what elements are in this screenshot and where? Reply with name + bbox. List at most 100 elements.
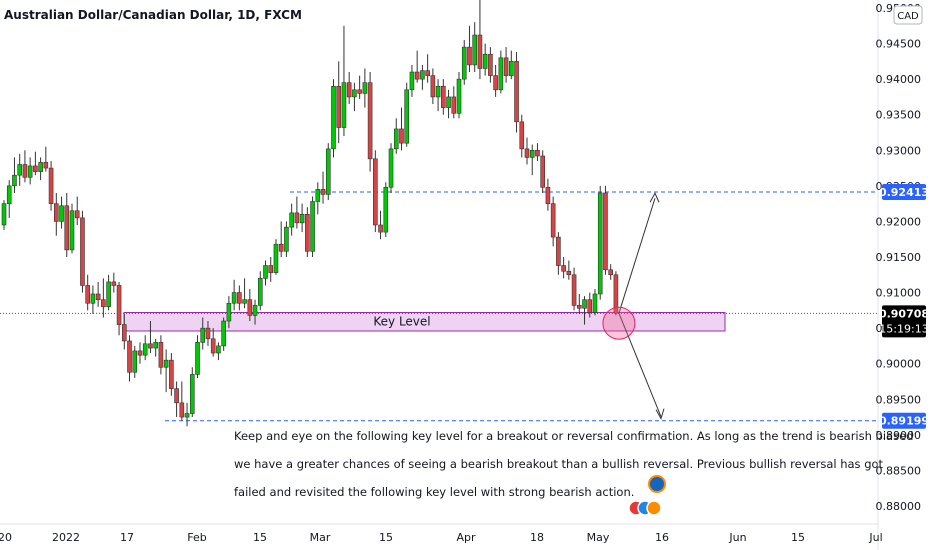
candle (6, 180, 12, 218)
candle (352, 82, 357, 112)
time-tick-label: 20 (0, 531, 12, 544)
candle (472, 22, 478, 73)
candle-body (435, 85, 441, 98)
candle (111, 272, 117, 293)
candle-body (195, 342, 200, 375)
candle-body (252, 305, 258, 316)
currency-badge-label: CAD (897, 11, 919, 22)
price-tick-label: 0.89500 (876, 393, 922, 406)
candle-body (571, 274, 577, 306)
candle (43, 146, 49, 172)
candle-body (613, 274, 619, 314)
candle (263, 260, 268, 286)
candle (341, 25, 347, 137)
candle-body (472, 34, 478, 66)
candle-body (556, 236, 561, 266)
candles (1, 0, 619, 427)
price-tick-label: 0.91000 (876, 287, 922, 300)
candle-body (514, 61, 519, 123)
candle-body (310, 201, 315, 252)
price-tick-label: 0.93500 (876, 109, 922, 122)
candle (540, 150, 545, 193)
candle-body (127, 340, 132, 373)
candle-body (582, 299, 587, 309)
candle-body (446, 96, 451, 108)
annotation-line: Keep and eye on the following key level … (234, 429, 913, 443)
price-tag-label: 0.89199 (879, 415, 929, 428)
candle (205, 321, 211, 346)
candle (252, 299, 258, 325)
candle-body (121, 324, 127, 342)
candle (608, 264, 613, 280)
candle (216, 342, 221, 361)
candle-body (247, 299, 253, 316)
candle (582, 296, 587, 325)
candle-body (284, 226, 289, 252)
candle-body (111, 281, 117, 286)
candle (477, 0, 483, 80)
annotation-text: Keep and eye on the following key level … (234, 429, 913, 499)
annotation-line: we have a greater chances of seeing a be… (234, 457, 884, 471)
candle (435, 79, 441, 112)
candle (399, 107, 404, 151)
candle-body (357, 89, 362, 94)
candle (12, 157, 17, 193)
candle (613, 271, 619, 316)
candle-body (393, 128, 399, 150)
candle (451, 86, 457, 119)
candle (404, 82, 410, 147)
candle (48, 160, 54, 211)
candle-body (414, 71, 420, 80)
price-tick-label: 0.88500 (876, 464, 922, 477)
candle (571, 267, 577, 311)
candle (169, 353, 174, 396)
candle-body (132, 350, 138, 373)
candle-body (216, 345, 221, 354)
candle (116, 281, 122, 336)
candle (456, 72, 462, 119)
candle-body (315, 189, 321, 202)
time-tick-label: 15 (791, 531, 805, 544)
candle-body (373, 158, 378, 226)
candle-body (441, 85, 446, 108)
reaction-icon-3 (646, 500, 662, 516)
candle (383, 182, 389, 238)
candle-body (320, 189, 326, 195)
projection-arrows (602, 192, 665, 420)
chart-title: Australian Dollar/Canadian Dollar, 1D, F… (4, 8, 302, 22)
candle (189, 367, 195, 418)
price-tick-label: 0.94500 (876, 38, 922, 51)
candle-body (27, 165, 33, 178)
candle (153, 338, 158, 357)
candle (242, 278, 247, 309)
candle-body (524, 148, 530, 158)
price-axis[interactable]: 0.950000.945000.940000.935000.930000.925… (876, 2, 922, 513)
currency-badge[interactable]: CAD (893, 5, 923, 25)
candle (231, 279, 237, 311)
candle-body (456, 78, 462, 114)
candle-body (362, 82, 368, 94)
candle (597, 185, 603, 300)
candle-body (69, 210, 75, 251)
candle (237, 285, 242, 311)
candle (195, 335, 200, 378)
annotation-line: failed and revisited the following key l… (234, 485, 634, 499)
candle-body (169, 359, 174, 389)
candle-body (90, 293, 96, 304)
candle-body (64, 205, 70, 251)
candle (268, 257, 274, 282)
candle (1, 200, 7, 230)
candle (529, 144, 535, 176)
time-axis[interactable]: 20 2022 17 Feb 15 Mar 15 Apr 18 May 16 Jun 15 Jul (0, 531, 883, 544)
candle (362, 68, 368, 108)
candle (33, 151, 38, 176)
candle (74, 196, 80, 225)
time-tick-label: 15 (253, 531, 267, 544)
candle-body (482, 53, 488, 69)
price-tick-label: 0.91500 (876, 251, 922, 264)
reactions-icon[interactable] (628, 475, 666, 516)
candle-body (95, 293, 101, 300)
candle-body (101, 299, 106, 308)
candle (210, 328, 216, 357)
